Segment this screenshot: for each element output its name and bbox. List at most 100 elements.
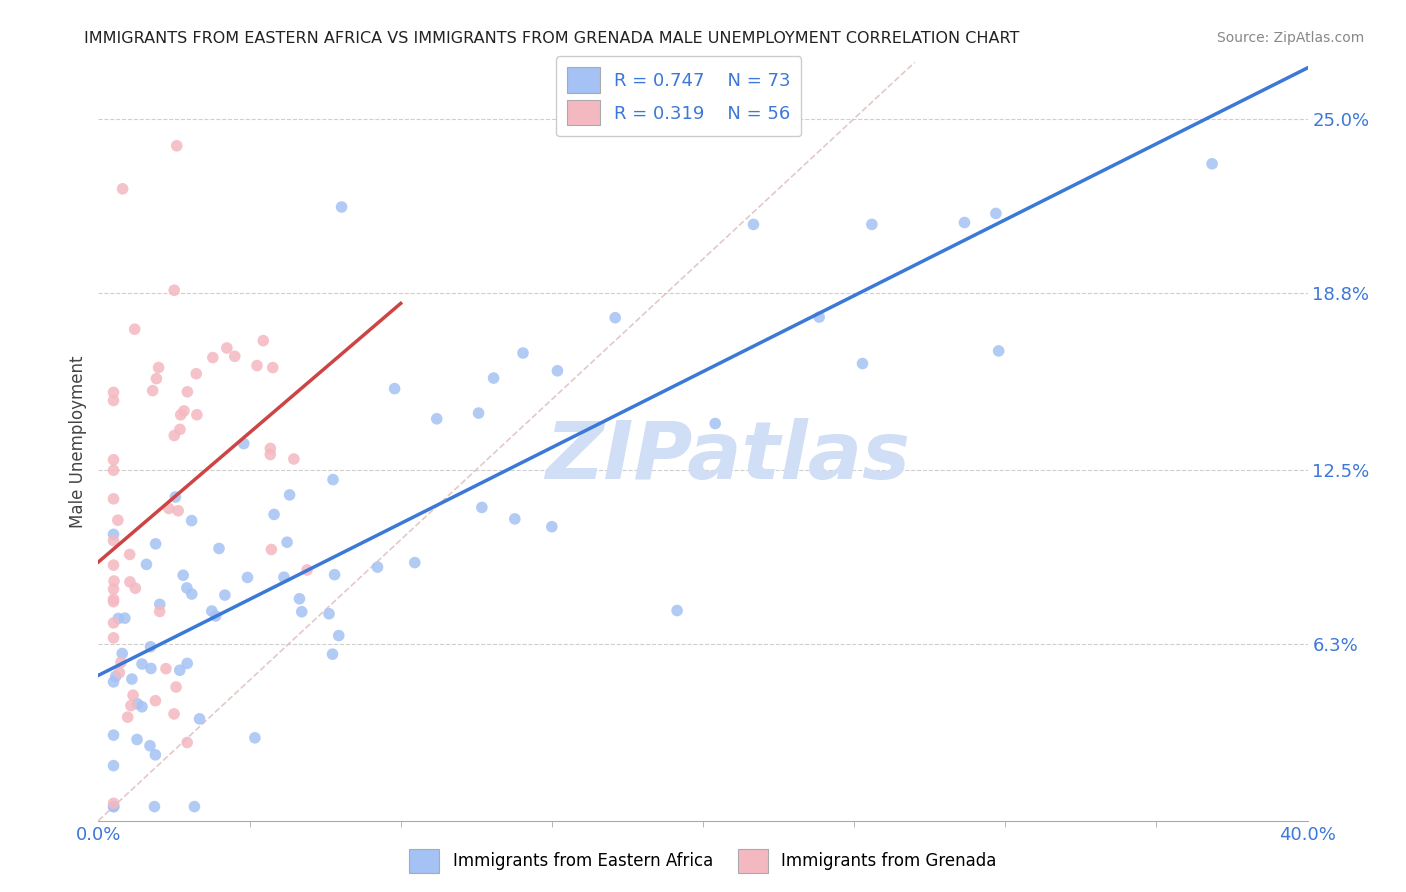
Point	[143, 747, 166, 762]
Legend: Immigrants from Eastern Africa, Immigrants from Grenada: Immigrants from Eastern Africa, Immigran…	[402, 842, 1004, 880]
Point	[124, 581, 146, 595]
Point	[145, 694, 167, 708]
Point	[103, 674, 125, 689]
Point	[127, 697, 149, 711]
Point	[176, 581, 198, 595]
Point	[118, 548, 141, 562]
Point	[145, 537, 167, 551]
Point	[169, 663, 191, 677]
Point	[103, 631, 125, 645]
Point	[482, 371, 505, 385]
Point	[321, 647, 343, 661]
Point	[180, 514, 202, 528]
Point	[131, 657, 153, 671]
Text: IMMIGRANTS FROM EASTERN AFRICA VS IMMIGRANTS FROM GRENADA MALE UNEMPLOYMENT CORR: IMMIGRANTS FROM EASTERN AFRICA VS IMMIGR…	[84, 31, 1019, 46]
Point	[471, 500, 494, 515]
Point	[149, 604, 172, 618]
Point	[107, 611, 129, 625]
Point	[163, 706, 186, 721]
Point	[103, 491, 125, 506]
Point	[104, 669, 127, 683]
Point	[188, 712, 211, 726]
Point	[224, 349, 246, 363]
Point	[110, 656, 132, 670]
Point	[120, 698, 142, 713]
Point	[149, 598, 172, 612]
Point	[260, 542, 283, 557]
Y-axis label: Male Unemployment: Male Unemployment	[69, 355, 87, 528]
Point	[384, 382, 406, 396]
Point	[135, 558, 157, 572]
Point	[121, 672, 143, 686]
Point	[103, 558, 125, 573]
Point	[148, 360, 170, 375]
Point	[145, 371, 167, 385]
Point	[467, 406, 489, 420]
Point	[114, 611, 136, 625]
Point	[276, 535, 298, 549]
Point	[860, 218, 883, 232]
Point	[157, 501, 180, 516]
Point	[259, 442, 281, 456]
Point	[323, 567, 346, 582]
Point	[295, 563, 318, 577]
Point	[291, 605, 314, 619]
Point	[139, 640, 162, 654]
Point	[367, 560, 389, 574]
Point	[103, 533, 125, 548]
Point	[143, 799, 166, 814]
Point	[322, 473, 344, 487]
Point	[103, 799, 125, 814]
Point	[166, 138, 188, 153]
Point	[328, 629, 350, 643]
Point	[186, 408, 208, 422]
Point	[173, 404, 195, 418]
Point	[142, 384, 165, 398]
Point	[103, 615, 125, 630]
Point	[155, 662, 177, 676]
Point	[117, 710, 139, 724]
Point	[103, 385, 125, 400]
Point	[165, 680, 187, 694]
Point	[953, 215, 976, 229]
Point	[1201, 157, 1223, 171]
Point	[111, 182, 134, 196]
Point	[108, 665, 131, 680]
Point	[180, 587, 202, 601]
Point	[318, 607, 340, 621]
Text: ZIPatlas: ZIPatlas	[544, 417, 910, 496]
Point	[666, 603, 689, 617]
Point	[704, 417, 727, 431]
Point	[103, 527, 125, 541]
Point	[103, 595, 125, 609]
Point	[183, 799, 205, 814]
Point	[246, 359, 269, 373]
Point	[176, 657, 198, 671]
Point	[540, 519, 562, 533]
Point	[170, 408, 193, 422]
Point	[103, 728, 125, 742]
Point	[201, 604, 224, 618]
Point	[208, 541, 231, 556]
Point	[987, 343, 1010, 358]
Point	[165, 490, 187, 504]
Point	[103, 393, 125, 408]
Point	[215, 341, 238, 355]
Point	[278, 488, 301, 502]
Point	[546, 364, 568, 378]
Point	[172, 568, 194, 582]
Point	[984, 206, 1007, 220]
Point	[186, 367, 208, 381]
Point	[330, 200, 353, 214]
Point	[103, 758, 125, 772]
Point	[103, 463, 125, 477]
Point	[288, 591, 311, 606]
Point	[167, 504, 190, 518]
Point	[605, 310, 627, 325]
Point	[103, 582, 125, 596]
Point	[259, 448, 281, 462]
Point	[426, 411, 449, 425]
Point	[103, 574, 125, 588]
Point	[124, 322, 146, 336]
Point	[742, 218, 765, 232]
